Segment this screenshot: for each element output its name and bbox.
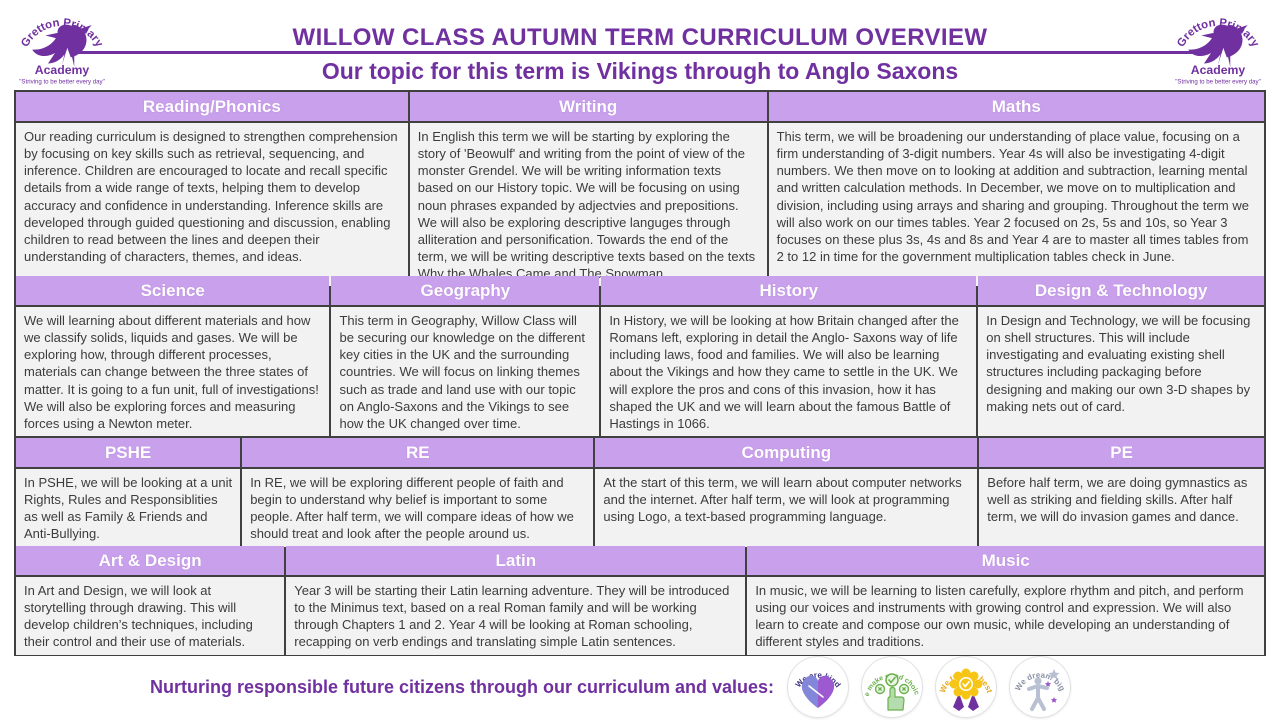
subject-description: At the start of this term, we will learn… [595, 469, 978, 547]
subject-cell-music: Music In music, we will be learning to l… [747, 546, 1264, 655]
subject-cell-pshe: PSHE In PSHE, we will be looking at a un… [16, 438, 241, 547]
subject-description: In Design and Technology, we will be foc… [978, 307, 1264, 437]
subject-cell-maths: Maths This term, we will be broadening o… [768, 92, 1264, 287]
subject-cell-writing: Writing In English this term we will be … [409, 92, 767, 287]
subject-description: This term in Geography, Willow Class wil… [331, 307, 600, 437]
school-logo-right: Gretton Primary Academy "Striving to be … [1175, 17, 1261, 86]
subject-description: In PSHE, we will be looking at a unit Ri… [16, 469, 241, 547]
subject-header: History [601, 276, 977, 305]
subject-cell-design-technology: Design & Technology In Design and Techno… [978, 276, 1264, 437]
subject-header: PSHE [16, 438, 241, 467]
subject-cell-art-design: Art & Design In Art and Design, we will … [16, 546, 285, 655]
subject-header: Writing [409, 92, 767, 121]
page-subtitle: Our topic for this term is Vikings throu… [321, 58, 959, 84]
star-icon [1044, 669, 1060, 703]
subject-description: In History, we will be looking at how Br… [601, 307, 977, 437]
we-try-our-best-badge-icon: We try our best [936, 657, 997, 717]
subject-header: Music [747, 546, 1264, 575]
logo-tagline-text: "Striving to be better every day" [1175, 79, 1261, 86]
logo-academy-text: Academy [35, 63, 90, 77]
subject-description: This term, we will be broadening our und… [768, 123, 1264, 287]
subject-header: PE [979, 438, 1264, 467]
school-logo-left: Gretton Primary Academy "Striving to be … [19, 17, 105, 86]
subject-cell-science: Science We will learning about different… [16, 276, 330, 437]
we-make-good-choices-badge-icon: We make good choices [862, 657, 923, 717]
page-header: Gretton Primary Academy "Striving to be … [0, 0, 1280, 90]
subject-header: Computing [595, 438, 978, 467]
subject-cell-history: History In History, we will be looking a… [601, 276, 977, 437]
table-row: Reading/Phonics Our reading curriculum i… [16, 92, 1264, 287]
subject-header: Latin [286, 546, 746, 575]
subject-cell-re: RE In RE, we will be exploring different… [242, 438, 594, 547]
curriculum-table: Reading/Phonics Our reading curriculum i… [14, 90, 1266, 656]
values-statement: Nurturing responsible future citizens th… [149, 676, 775, 697]
subject-description: We will learning about different materia… [16, 307, 330, 437]
subject-cell-latin: Latin Year 3 will be starting their Lati… [286, 546, 746, 655]
table-row: Science We will learning about different… [16, 276, 1264, 437]
we-are-kind-badge-icon: We are kind [788, 657, 849, 717]
subject-description: In English this term we will be starting… [409, 123, 767, 287]
subject-description: Before half term, we are doing gymnastic… [979, 469, 1264, 547]
table-row: Art & Design In Art and Design, we will … [16, 546, 1264, 655]
values-badges: We are kind We make good choices [788, 657, 1071, 717]
page-title: WILLOW CLASS AUTUMN TERM CURRICULUM OVER… [292, 24, 988, 51]
subject-header: Reading/Phonics [16, 92, 408, 121]
reaching-figure-icon [1027, 677, 1050, 711]
subject-cell-reading-phonics: Reading/Phonics Our reading curriculum i… [16, 92, 408, 287]
values-footer: Nurturing responsible future citizens th… [0, 656, 1280, 718]
swallow-bird-icon [1188, 24, 1248, 67]
subject-description: Year 3 will be starting their Latin lear… [286, 577, 746, 655]
subject-cell-computing: Computing At the start of this term, we … [595, 438, 978, 547]
we-dream-big-badge-icon: We dream big [1010, 657, 1071, 717]
logo-academy-text: Academy [1191, 63, 1246, 77]
subject-header: Maths [768, 92, 1264, 121]
subject-description: Our reading curriculum is designed to st… [16, 123, 408, 287]
subject-header: Geography [331, 276, 600, 305]
logo-tagline-text: "Striving to be better every day" [19, 79, 105, 86]
swallow-bird-icon [32, 24, 92, 67]
title-divider [78, 51, 1202, 54]
subject-cell-pe: PE Before half term, we are doing gymnas… [979, 438, 1264, 547]
subject-header: RE [242, 438, 594, 467]
subject-description: In music, we will be learning to listen … [747, 577, 1264, 655]
subject-description: In Art and Design, we will look at story… [16, 577, 285, 655]
table-row: PSHE In PSHE, we will be looking at a un… [16, 438, 1264, 547]
subject-cell-geography: Geography This term in Geography, Willow… [331, 276, 600, 437]
subject-header: Design & Technology [978, 276, 1264, 305]
subject-header: Science [16, 276, 330, 305]
subject-header: Art & Design [16, 546, 285, 575]
subject-description: In RE, we will be exploring different pe… [242, 469, 594, 547]
